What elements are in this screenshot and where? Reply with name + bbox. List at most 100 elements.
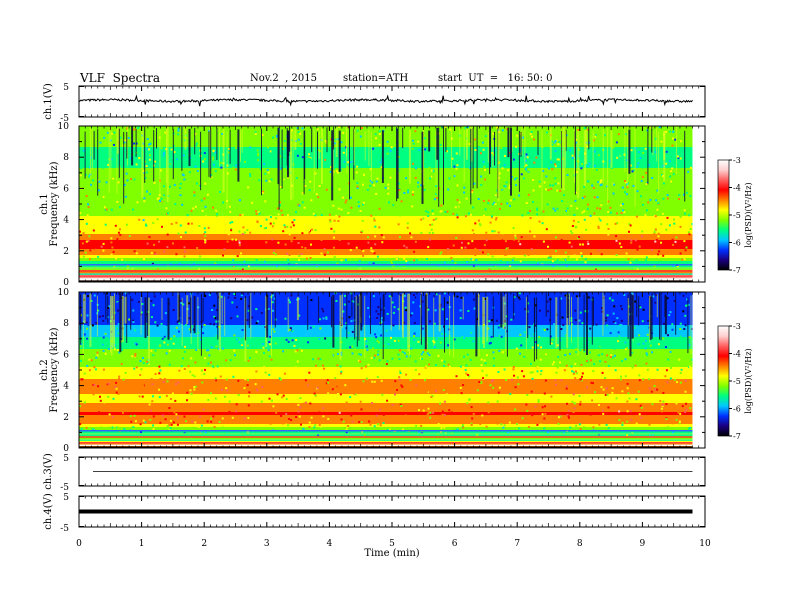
spectrogram-speckle (255, 308, 258, 311)
spectrogram-row (79, 189, 693, 193)
spectrogram-speckle (621, 421, 624, 424)
spectrogram-speckle (396, 389, 399, 391)
spectrogram-speckle (514, 386, 517, 389)
spectrogram-speckle (231, 400, 234, 403)
spectrogram-speckle (324, 158, 327, 161)
spectrogram-speckle (665, 369, 668, 372)
spectrogram-speckle (146, 190, 148, 193)
spectrogram-speckle (301, 303, 304, 306)
sferic-streak (402, 127, 404, 149)
spectrogram-speckle (584, 257, 587, 260)
spectrogram-speckle (156, 324, 159, 327)
spectrogram-speckle (305, 226, 308, 229)
spectrogram-speckle (546, 352, 549, 355)
spectrogram-speckle (360, 147, 363, 150)
sferic-streak (121, 296, 124, 343)
spectrogram-speckle (570, 162, 573, 164)
spectrogram-speckle (539, 358, 542, 361)
spectrogram-speckle (437, 423, 440, 425)
spectrogram-speckle (173, 151, 176, 154)
spectrogram-speckle (579, 403, 582, 406)
spectrogram-speckle (370, 214, 373, 217)
spectrogram-speckle (443, 261, 446, 264)
spectrogram-speckle (195, 209, 198, 212)
spectrogram-speckle (198, 267, 201, 270)
spectrogram-speckle (213, 304, 216, 307)
spectrogram-speckle (621, 390, 624, 393)
spectrogram-speckle (123, 427, 126, 430)
spectrogram-speckle (182, 357, 184, 360)
spectrogram-speckle (662, 182, 665, 185)
spectrogram-speckle (183, 368, 186, 370)
spectrogram-speckle (527, 371, 530, 374)
spectrogram-speckle (132, 319, 135, 322)
spectrogram-speckle (367, 241, 370, 244)
spectrogram-speckle (456, 164, 459, 167)
spectrogram-speckle (126, 265, 129, 268)
sferic-streak (368, 129, 370, 166)
spectrogram-speckle (433, 198, 436, 201)
spectrogram-speckle (560, 364, 563, 367)
spectrogram-speckle (209, 361, 212, 364)
spectrogram-speckle (571, 156, 574, 159)
spectrogram-speckle (469, 205, 472, 208)
spectrogram-speckle (376, 376, 379, 378)
spectrogram-speckle (350, 206, 353, 209)
spectrogram-speckle (670, 198, 673, 201)
spectrogram-speckle (194, 133, 197, 136)
spectrogram-speckle (124, 139, 127, 142)
spectrogram-speckle (236, 331, 239, 334)
spectrogram-speckle (527, 183, 530, 185)
sferic-streak (197, 297, 199, 351)
spectrogram-speckle (551, 260, 554, 263)
spectrogram-speckle (334, 138, 337, 141)
spectrogram-speckle (607, 195, 610, 198)
spectrogram-speckle (534, 405, 537, 408)
spectrogram-speckle (255, 259, 258, 261)
spectrogram-speckle (219, 188, 222, 191)
spectrogram-speckle (657, 253, 660, 256)
spectrogram-speckle (197, 331, 200, 334)
spectrogram-speckle (542, 240, 545, 243)
spectrogram-speckle (467, 310, 470, 312)
spectrogram-speckle (137, 142, 140, 145)
sferic-streak (281, 129, 283, 189)
spectrogram-speckle (107, 230, 110, 233)
spectrogram-speckle (665, 162, 668, 165)
spectrogram-speckle (447, 363, 450, 366)
spectrogram-speckle (368, 420, 371, 423)
spectrogram-speckle (333, 219, 336, 222)
spectrogram-speckle (419, 389, 422, 392)
spectrogram-speckle (387, 192, 390, 195)
spectrogram-speckle (659, 400, 662, 403)
spectrogram-speckle (672, 265, 675, 267)
spectrogram-speckle (564, 337, 567, 340)
spectrogram-speckle (302, 126, 305, 128)
spectrogram-speckle (542, 328, 545, 331)
spectrogram-speckle (222, 201, 224, 204)
spectrogram-speckle (621, 203, 624, 205)
spectrogram-speckle (527, 253, 530, 256)
spectrogram-speckle (496, 189, 499, 192)
spectrogram-speckle (393, 306, 396, 309)
spectrogram-speckle (231, 386, 234, 389)
spectrogram-speckle (85, 426, 88, 429)
spectrogram-speckle (338, 385, 340, 388)
spectrogram-speckle (676, 265, 679, 268)
spectrogram-speckle (279, 167, 282, 170)
channel-label: ch.1 (39, 193, 50, 215)
spectrogram-speckle (583, 127, 586, 130)
sferic-streak (398, 295, 400, 330)
spectrogram-speckle (214, 216, 217, 219)
spectrogram-speckle (226, 397, 229, 400)
spectrogram-speckle (318, 423, 321, 426)
spectrogram-speckle (264, 371, 267, 374)
spectrogram-speckle (514, 256, 517, 259)
spectrogram-speckle (482, 377, 484, 380)
spectrogram-speckle (335, 300, 338, 302)
spectrogram-speckle (650, 248, 653, 251)
colorbar-tick-label: -5 (733, 377, 741, 386)
sferic-streak (355, 295, 357, 337)
spectrogram-speckle (272, 222, 275, 225)
spectrogram-speckle (308, 153, 311, 156)
